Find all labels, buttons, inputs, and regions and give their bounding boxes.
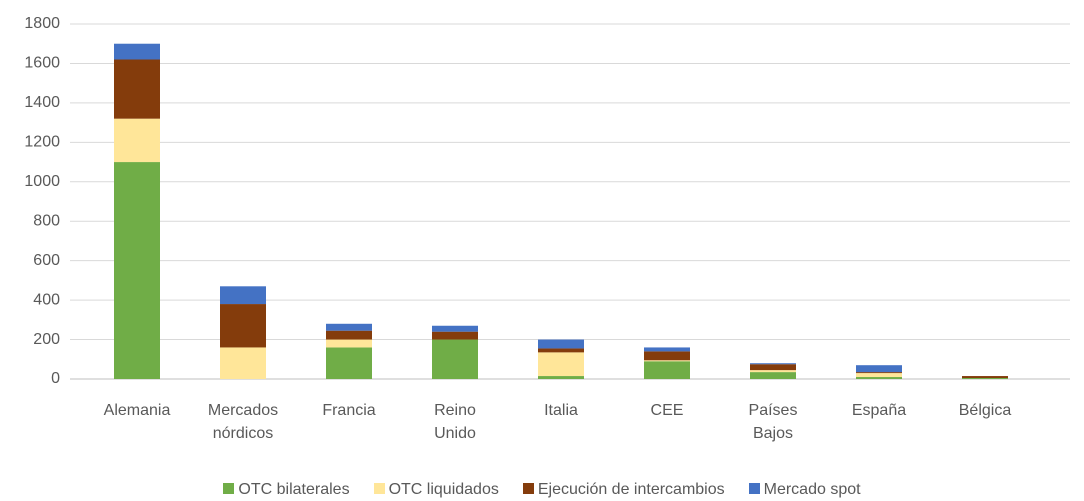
- bar-segment: [644, 361, 690, 379]
- legend-swatch: [748, 483, 760, 494]
- bar-segment: [114, 43, 160, 60]
- bar-segment: [538, 339, 584, 349]
- x-tick-label: Países Bajos: [748, 402, 798, 442]
- legend-item: Mercado spot: [748, 481, 861, 499]
- x-tick-label: CEE: [650, 402, 684, 419]
- y-tick-label: 0: [51, 370, 60, 387]
- bar-segment: [962, 376, 1008, 379]
- bar-segment: [326, 323, 372, 331]
- legend-item: OTC liquidados: [373, 481, 499, 499]
- bar-segment: [750, 370, 796, 373]
- bar-segment: [538, 376, 584, 379]
- y-tick-label: 1000: [24, 173, 60, 190]
- bar-segment: [114, 118, 160, 163]
- bar-segment: [220, 347, 266, 379]
- bar-segment: [220, 304, 266, 348]
- y-tick-label: 1200: [24, 134, 60, 151]
- legend-label: OTC liquidados: [388, 481, 499, 498]
- bar-segment: [220, 286, 266, 305]
- bar-segment: [432, 325, 478, 332]
- bar-segment: [750, 372, 796, 379]
- legend-label: OTC bilaterales: [238, 481, 350, 498]
- bar-segment: [326, 347, 372, 379]
- x-tick-label: Francia: [322, 402, 376, 419]
- bar-segment: [750, 363, 796, 365]
- y-tick-label: 1400: [24, 94, 60, 111]
- bar-segment: [644, 351, 690, 361]
- x-tick-label: Italia: [544, 402, 578, 419]
- bar-segment: [114, 162, 160, 379]
- bar-segment: [856, 365, 902, 373]
- bar-segment: [326, 330, 372, 340]
- y-tick-label: 800: [33, 212, 60, 229]
- y-tick-label: 1600: [24, 55, 60, 72]
- legend-label: Ejecución de intercambios: [537, 481, 725, 498]
- bar-segment: [644, 347, 690, 352]
- bar-segment: [644, 360, 690, 362]
- legend: OTC bilaterales OTC liquidados Ejecución d…: [0, 481, 1084, 499]
- legend-swatch: [373, 483, 385, 494]
- bar-segment: [432, 339, 478, 379]
- bar-segment: [326, 339, 372, 348]
- bar-segment: [114, 59, 160, 119]
- legend-swatch: [522, 483, 534, 494]
- y-tick-label: 200: [33, 331, 60, 348]
- legend-item: Ejecución de intercambios: [522, 481, 725, 499]
- x-tick-label: Mercados nórdicos: [207, 402, 279, 442]
- legend-swatch: [223, 483, 235, 494]
- legend-label: Mercado spot: [763, 481, 861, 498]
- y-tick-label: 400: [33, 291, 60, 308]
- x-tick-label: Alemania: [103, 402, 171, 419]
- x-tick-label: Bélgica: [958, 402, 1012, 419]
- y-tick-label: 1800: [24, 15, 60, 32]
- bar-segment: [856, 372, 902, 374]
- bar-segment: [432, 331, 478, 340]
- x-tick-label: España: [851, 402, 907, 419]
- x-tick-label: Reino Unido: [434, 402, 476, 442]
- bar-segment: [856, 373, 902, 378]
- bar-segment: [856, 377, 902, 379]
- bar-segment: [962, 378, 1008, 379]
- bar-segment: [750, 364, 796, 371]
- y-tick-label: 600: [33, 252, 60, 269]
- bar-segment: [538, 352, 584, 377]
- legend-item: OTC bilaterales: [223, 481, 350, 499]
- bar-segment: [538, 348, 584, 353]
